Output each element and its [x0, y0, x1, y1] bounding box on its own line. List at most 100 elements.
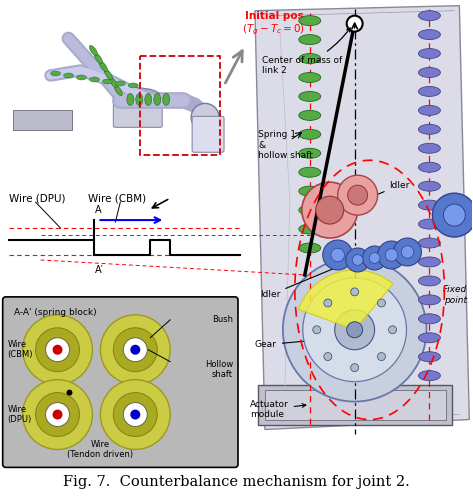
Circle shape: [323, 240, 353, 270]
Ellipse shape: [419, 352, 440, 362]
Circle shape: [348, 185, 368, 205]
Text: Center of mass of
link 2: Center of mass of link 2: [262, 28, 350, 75]
Circle shape: [324, 353, 332, 361]
Ellipse shape: [299, 34, 321, 44]
Ellipse shape: [89, 77, 99, 82]
FancyBboxPatch shape: [114, 93, 162, 127]
Circle shape: [347, 322, 363, 338]
Text: Wire (CBM): Wire (CBM): [88, 193, 147, 203]
Circle shape: [352, 254, 363, 265]
Polygon shape: [255, 5, 469, 430]
Circle shape: [363, 246, 386, 270]
Circle shape: [53, 410, 62, 420]
Ellipse shape: [419, 314, 440, 324]
Circle shape: [35, 393, 79, 437]
Ellipse shape: [299, 110, 321, 120]
Circle shape: [443, 204, 465, 226]
Circle shape: [123, 338, 147, 362]
Circle shape: [131, 410, 140, 420]
Circle shape: [191, 103, 219, 131]
Ellipse shape: [419, 200, 440, 210]
Ellipse shape: [299, 148, 321, 158]
Text: A′: A′: [96, 265, 104, 275]
Ellipse shape: [419, 10, 440, 20]
Circle shape: [324, 299, 332, 307]
Ellipse shape: [89, 45, 97, 56]
Circle shape: [283, 258, 427, 402]
Ellipse shape: [154, 93, 161, 105]
Circle shape: [369, 252, 380, 263]
Ellipse shape: [419, 67, 440, 77]
Ellipse shape: [419, 162, 440, 172]
FancyBboxPatch shape: [258, 385, 452, 425]
Text: Bush: Bush: [212, 315, 233, 324]
Ellipse shape: [419, 295, 440, 305]
FancyBboxPatch shape: [265, 390, 447, 420]
Text: Actuator
module: Actuator module: [250, 400, 306, 419]
Ellipse shape: [419, 105, 440, 115]
Circle shape: [350, 364, 359, 372]
Circle shape: [377, 299, 385, 307]
Ellipse shape: [114, 85, 123, 95]
Circle shape: [303, 278, 406, 382]
Circle shape: [45, 338, 70, 362]
Text: Gear: Gear: [255, 339, 316, 349]
Ellipse shape: [419, 333, 440, 343]
Ellipse shape: [145, 93, 152, 105]
Text: Wire
(Tendon driven): Wire (Tendon driven): [67, 440, 133, 460]
FancyBboxPatch shape: [13, 110, 72, 130]
Circle shape: [377, 241, 405, 269]
Ellipse shape: [63, 73, 73, 78]
Circle shape: [335, 310, 375, 350]
Ellipse shape: [99, 61, 107, 72]
Text: Idler: Idler: [343, 181, 410, 209]
Text: Idler: Idler: [260, 263, 346, 299]
Ellipse shape: [136, 93, 143, 105]
Ellipse shape: [419, 124, 440, 134]
Text: Hollow
shaft: Hollow shaft: [205, 360, 233, 379]
Ellipse shape: [419, 219, 440, 229]
Circle shape: [316, 196, 344, 224]
Text: Initial pos.: Initial pos.: [245, 10, 308, 20]
Circle shape: [302, 182, 358, 238]
Circle shape: [313, 326, 321, 334]
Ellipse shape: [77, 75, 87, 80]
Text: Wire (DPU): Wire (DPU): [9, 193, 65, 203]
Ellipse shape: [419, 276, 440, 286]
Circle shape: [350, 288, 359, 296]
Ellipse shape: [299, 91, 321, 101]
Ellipse shape: [115, 88, 160, 103]
Circle shape: [131, 345, 140, 355]
Ellipse shape: [419, 29, 440, 39]
Ellipse shape: [299, 167, 321, 177]
Circle shape: [23, 315, 92, 385]
Ellipse shape: [419, 371, 440, 381]
Circle shape: [123, 403, 147, 427]
Circle shape: [100, 380, 170, 450]
Ellipse shape: [128, 83, 138, 88]
Circle shape: [338, 175, 377, 215]
Ellipse shape: [105, 69, 113, 80]
Text: Fixed
point: Fixed point: [443, 285, 467, 304]
Ellipse shape: [299, 186, 321, 196]
Circle shape: [53, 345, 62, 355]
Ellipse shape: [419, 238, 440, 248]
Text: A-A' (spring block): A-A' (spring block): [14, 308, 96, 317]
Text: A: A: [96, 205, 102, 215]
Wedge shape: [298, 270, 393, 330]
Ellipse shape: [51, 71, 61, 76]
Ellipse shape: [163, 93, 170, 105]
Ellipse shape: [127, 93, 134, 105]
Circle shape: [100, 315, 170, 385]
Text: Fig. 7.  Counterbalance mechanism for joint 2.: Fig. 7. Counterbalance mechanism for joi…: [62, 476, 409, 490]
FancyBboxPatch shape: [3, 297, 238, 468]
Ellipse shape: [102, 79, 113, 84]
Ellipse shape: [419, 257, 440, 267]
Circle shape: [377, 353, 385, 361]
Ellipse shape: [299, 72, 321, 82]
FancyBboxPatch shape: [192, 116, 224, 152]
Text: Wire
(DPU): Wire (DPU): [8, 405, 32, 424]
Circle shape: [347, 15, 363, 31]
Text: Spring 1
&
hollow shaft: Spring 1 & hollow shaft: [258, 130, 313, 160]
Text: Wire
(CBM): Wire (CBM): [8, 340, 33, 359]
